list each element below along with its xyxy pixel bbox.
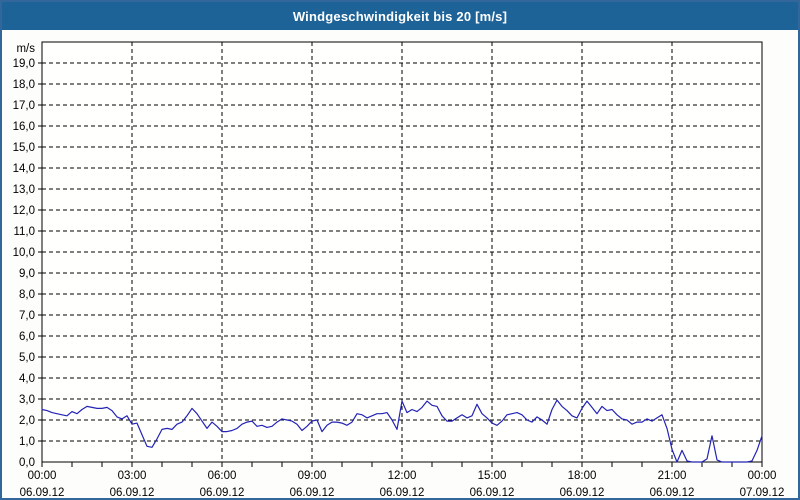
y-tick-label: 4,0 (19, 373, 35, 385)
x-date-label: 06.09.12 (380, 487, 425, 499)
x-date-label: 06.09.12 (20, 487, 65, 499)
x-date-label: 06.09.12 (470, 487, 515, 499)
x-time-label: 18:00 (568, 470, 597, 482)
page-title: Windgeschwindigkeit bis 20 [m/s] (292, 8, 508, 24)
y-tick-label: 15,0 (13, 142, 35, 154)
x-time-label: 00:00 (28, 470, 57, 482)
y-tick-label: 11,0 (13, 226, 35, 238)
x-time-label: 15:00 (478, 470, 507, 482)
wind-speed-chart: 0,0 1,0 2,0 3,0 4,0 5,0 6,0 7,0 8,0 9,0 10,0 11,0 12… (2, 30, 798, 499)
x-date-label: 07.09.12 (740, 487, 785, 499)
x-time-label: 03:00 (118, 470, 147, 482)
y-tick-label: 5,0 (19, 352, 35, 364)
wind-speed-line (41, 399, 763, 463)
y-tick-label: 12,0 (13, 205, 35, 217)
x-date-label: 06.09.12 (200, 487, 245, 499)
y-tick-label: 14,0 (13, 163, 35, 175)
title-bar: Windgeschwindigkeit bis 20 [m/s] (2, 2, 798, 30)
y-tick-label: 10,0 (13, 247, 35, 259)
y-tick-label: 9,0 (19, 268, 35, 280)
x-date-label: 06.09.12 (290, 487, 335, 499)
x-time-label: 21:00 (658, 470, 687, 482)
y-tick-label: 2,0 (19, 415, 35, 427)
x-time-label: 00:00 (748, 470, 777, 482)
y-tick-label: 1,0 (19, 436, 35, 448)
y-tick-label: 7,0 (19, 310, 35, 322)
x-date-label: 06.09.12 (110, 487, 155, 499)
y-tick-label: 19,0 (13, 58, 35, 70)
y-tick-label: 0,0 (19, 457, 35, 469)
y-tick-label: 8,0 (19, 289, 35, 301)
x-date-label: 06.09.12 (560, 487, 605, 499)
chart-canvas: 0,0 1,0 2,0 3,0 4,0 5,0 6,0 7,0 8,0 9,0 10,0 11,0 12… (13, 41, 785, 499)
x-time-label: 09:00 (298, 470, 327, 482)
y-tick-label: 6,0 (19, 331, 35, 343)
y-tick-label: 17,0 (13, 100, 35, 112)
x-time-label: 12:00 (388, 470, 417, 482)
x-time-label: 06:00 (208, 470, 237, 482)
y-tick-label: 3,0 (19, 394, 35, 406)
y-tick-label: 13,0 (13, 184, 35, 196)
y-tick-label: 18,0 (13, 79, 35, 91)
y-tick-label: 16,0 (13, 121, 35, 133)
x-date-label: 06.09.12 (650, 487, 695, 499)
y-axis-unit-label: m/s (16, 43, 35, 55)
